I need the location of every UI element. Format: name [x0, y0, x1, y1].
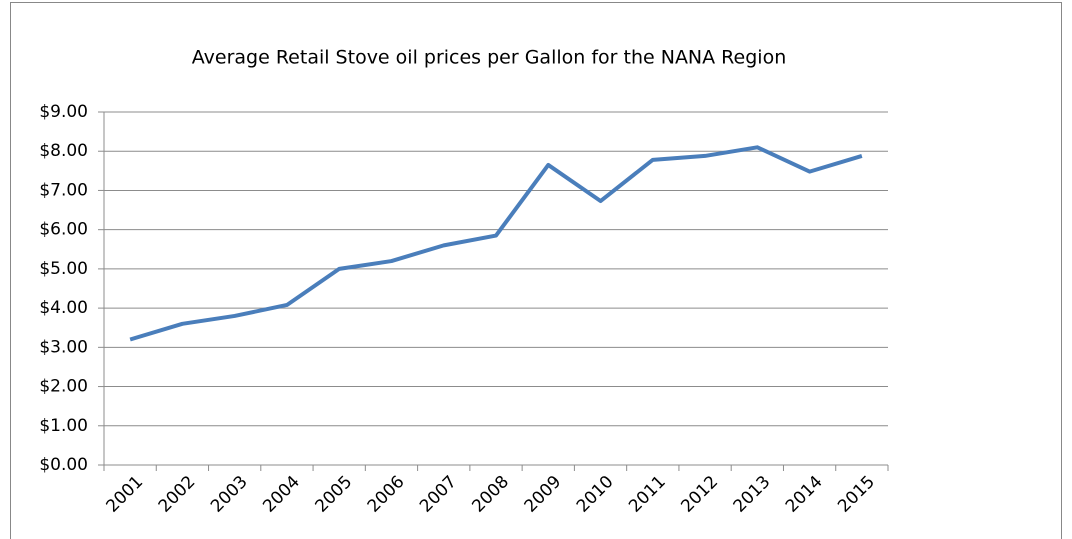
y-tick-label: $9.00: [39, 102, 88, 122]
y-tick-label: $6.00: [39, 220, 88, 240]
chart-title: Average Retail Stove oil prices per Gall…: [192, 47, 786, 69]
y-tick-label: $2.00: [39, 377, 88, 397]
y-tick-label: $3.00: [39, 337, 88, 357]
y-tick-label: $7.00: [39, 180, 88, 200]
y-tick-label: $1.00: [39, 416, 88, 436]
y-tick-label: $5.00: [39, 259, 88, 279]
chart-frame: [10, 2, 1062, 539]
line-series: [129, 145, 863, 342]
y-tick-label: $8.00: [39, 141, 88, 161]
y-tick-label: $0.00: [39, 455, 88, 475]
y-tick-label: $4.00: [39, 298, 88, 318]
